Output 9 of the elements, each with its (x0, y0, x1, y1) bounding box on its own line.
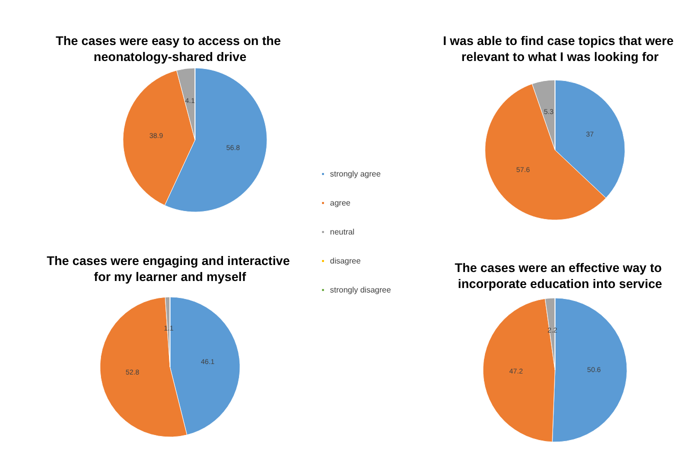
chart-title: The cases were engaging and interactive for my learner and myself (46, 254, 294, 284)
legend-label: disagree (330, 256, 362, 266)
chart-title: The cases were easy to access on the neonatology-shared drive (56, 34, 284, 64)
legend-label: strongly agree (330, 170, 382, 178)
legend-label: agree (330, 198, 352, 208)
legend-label: neutral (330, 228, 355, 236)
chart-title: I was able to find case topics that were relevant to what I was looking for (442, 34, 678, 64)
chart-title: The cases were an effective way to incorporate education into service (454, 261, 666, 291)
legend-label: strongly disagree (330, 286, 392, 294)
